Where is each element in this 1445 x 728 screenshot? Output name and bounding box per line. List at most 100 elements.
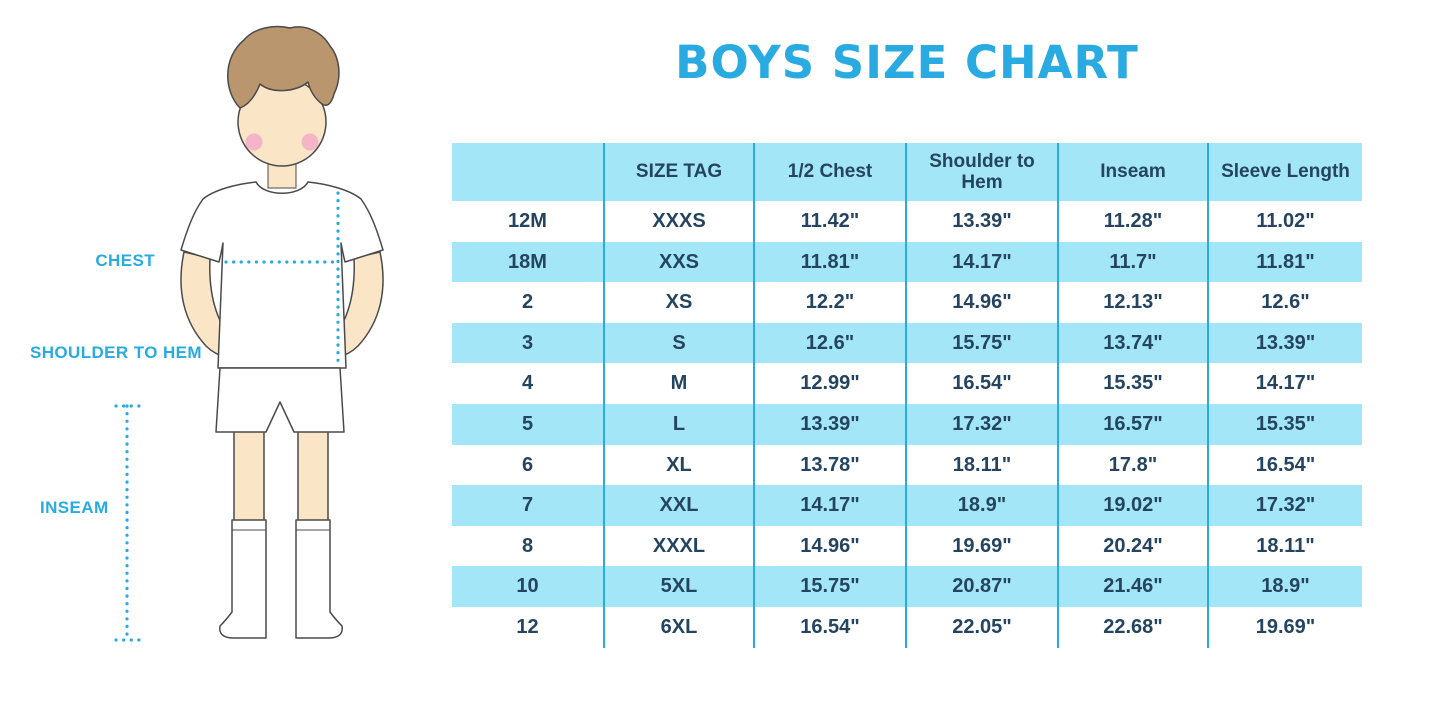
size-tag-cell: 5XL [603, 566, 753, 607]
size-tag-cell: S [603, 322, 753, 364]
sleeve-length-cell: 11.02" [1207, 201, 1362, 242]
table-row: 7 XXL 14.17" 18.9" 19.02" 17.32" [452, 485, 1362, 526]
size-cell: 12M [508, 210, 547, 233]
inseam-cell: 13.74" [1057, 322, 1207, 364]
shoulder-to-hem-cell: 14.96" [905, 282, 1057, 323]
boy-leg-left [233, 427, 265, 531]
half-chest-cell: 14.17" [753, 485, 905, 526]
size-tag-cell: XXL [603, 485, 753, 526]
table-row: 12M XXXS 11.42" 13.39" 11.28" 11.02" [452, 201, 1362, 242]
sleeve-length-cell: 18.9" [1207, 566, 1362, 607]
page-title: BOYS SIZE CHART [675, 36, 1139, 89]
sleeve-length-cell: 15.35" [1207, 403, 1362, 445]
shoulder-to-hem-cell: 13.39" [905, 201, 1057, 242]
inseam-label: INSEAM [40, 498, 109, 517]
boy-shorts [215, 367, 345, 433]
size-table: SIZE TAG 1/2 Chest Shoulder to Hem Insea… [452, 143, 1362, 648]
half-chest-cell: 11.42" [753, 201, 905, 242]
shoulder-to-hem-cell: 18.11" [905, 444, 1057, 486]
half-chest-cell: 14.96" [753, 525, 905, 567]
size-cell: 18M [508, 250, 547, 273]
boy-sock-right [295, 519, 343, 639]
table-row: 4 M 12.99" 16.54" 15.35" 14.17" [452, 363, 1362, 404]
inseam-cell: 15.35" [1057, 363, 1207, 404]
sleeve-length-cell: 17.32" [1207, 485, 1362, 526]
shoulder-to-hem-cell: 18.9" [905, 485, 1057, 526]
sleeve-length-cell: 18.11" [1207, 525, 1362, 567]
header-cell-shoulder-to-hem: Shoulder to Hem [905, 143, 1057, 201]
shoulder-to-hem-cell: 20.87" [905, 566, 1057, 607]
sleeve-length-cell: 16.54" [1207, 444, 1362, 486]
half-chest-cell: 15.75" [753, 566, 905, 607]
table-row: 6 XL 13.78" 18.11" 17.8" 16.54" [452, 444, 1362, 486]
boy-blush-left [245, 133, 263, 151]
table-row: 8 XXXL 14.96" 19.69" 20.24" 18.11" [452, 525, 1362, 567]
half-chest-cell: 12.99" [753, 363, 905, 404]
half-chest-cell: 13.39" [753, 403, 905, 445]
inseam-cell: 11.7" [1057, 241, 1207, 283]
size-tag-cell: 6XL [603, 606, 753, 648]
sleeve-length-cell: 14.17" [1207, 363, 1362, 404]
boy-tshirt [180, 181, 384, 369]
boy-blush-right [301, 133, 319, 151]
size-cell: 4 [521, 372, 534, 395]
table-row: 2 XS 12.2" 14.96" 12.13" 12.6" [452, 282, 1362, 323]
inseam-cell: 12.13" [1057, 282, 1207, 323]
size-cell: 12 [516, 616, 539, 639]
size-tag-cell: XL [603, 444, 753, 486]
boy-figure-svg [114, 25, 384, 642]
sleeve-length-cell: 13.39" [1207, 322, 1362, 364]
header-cell-sleeve-length: Sleeve Length [1207, 143, 1362, 201]
size-cell: 2 [521, 291, 534, 314]
size-tag-cell: L [603, 403, 753, 445]
table-header-row: SIZE TAG 1/2 Chest Shoulder to Hem Insea… [452, 143, 1362, 201]
shoulder-to-hem-cell: 14.17" [905, 241, 1057, 283]
size-tag-cell: XXXL [603, 525, 753, 567]
boy-sock-left [219, 519, 267, 639]
inseam-cell: 17.8" [1057, 444, 1207, 486]
inseam-cell: 22.68" [1057, 606, 1207, 648]
size-tag-cell: XS [603, 282, 753, 323]
size-tag-cell: XXS [603, 241, 753, 283]
half-chest-cell: 13.78" [753, 444, 905, 486]
size-cell: 5 [521, 413, 534, 436]
boy-figure-illustration [0, 0, 450, 723]
shoulder-to-hem-cell: 15.75" [905, 322, 1057, 364]
size-cell: 7 [521, 494, 534, 517]
shoulder-to-hem-cell: 22.05" [905, 606, 1057, 648]
half-chest-cell: 11.81" [753, 241, 905, 283]
half-chest-cell: 12.2" [753, 282, 905, 323]
shoulder-to-hem-cell: 19.69" [905, 525, 1057, 567]
shoulder-to-hem-cell: 16.54" [905, 363, 1057, 404]
shoulder-to-hem-label: SHOULDER TO HEM [30, 343, 202, 362]
table-row: 5 L 13.39" 17.32" 16.57" 15.35" [452, 403, 1362, 445]
boy-leg-right [297, 427, 329, 531]
sleeve-length-cell: 12.6" [1207, 282, 1362, 323]
size-tag-cell: M [603, 363, 753, 404]
inseam-cell: 16.57" [1057, 403, 1207, 445]
table-row: 18M XXS 11.81" 14.17" 11.7" 11.81" [452, 241, 1362, 283]
inseam-cell: 21.46" [1057, 566, 1207, 607]
sleeve-length-cell: 19.69" [1207, 606, 1362, 648]
half-chest-cell: 16.54" [753, 606, 905, 648]
inseam-cell: 11.28" [1057, 201, 1207, 242]
inseam-cell: 20.24" [1057, 525, 1207, 567]
size-cell: 10 [516, 575, 539, 598]
half-chest-cell: 12.6" [753, 322, 905, 364]
table-row: 12 6XL 16.54" 22.05" 22.68" 19.69" [452, 606, 1362, 648]
boy-hair [227, 25, 340, 109]
sleeve-length-cell: 11.81" [1207, 241, 1362, 283]
inseam-cell: 19.02" [1057, 485, 1207, 526]
header-cell-half-chest: 1/2 Chest [753, 143, 905, 201]
shoulder-to-hem-cell: 17.32" [905, 403, 1057, 445]
table-row: 10 5XL 15.75" 20.87" 21.46" 18.9" [452, 566, 1362, 607]
header-cell-size-tag: SIZE TAG [603, 143, 753, 201]
header-cell-size [452, 143, 603, 201]
size-cell: 8 [521, 534, 534, 557]
size-cell: 3 [521, 331, 534, 354]
table-row: 3 S 12.6" 15.75" 13.74" 13.39" [452, 322, 1362, 364]
size-tag-cell: XXXS [603, 201, 753, 242]
size-cell: 6 [521, 453, 534, 476]
header-cell-inseam: Inseam [1057, 143, 1207, 201]
chest-label: CHEST [95, 251, 155, 270]
